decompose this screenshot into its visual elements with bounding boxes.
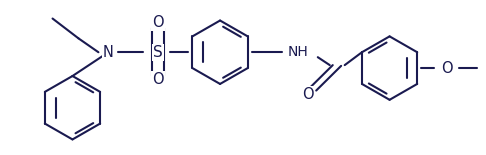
- Text: O: O: [442, 61, 453, 76]
- Text: NH: NH: [287, 45, 308, 59]
- Text: O: O: [302, 87, 313, 102]
- Text: O: O: [153, 15, 164, 30]
- Text: S: S: [154, 45, 163, 60]
- Text: O: O: [153, 73, 164, 87]
- Text: N: N: [103, 45, 114, 60]
